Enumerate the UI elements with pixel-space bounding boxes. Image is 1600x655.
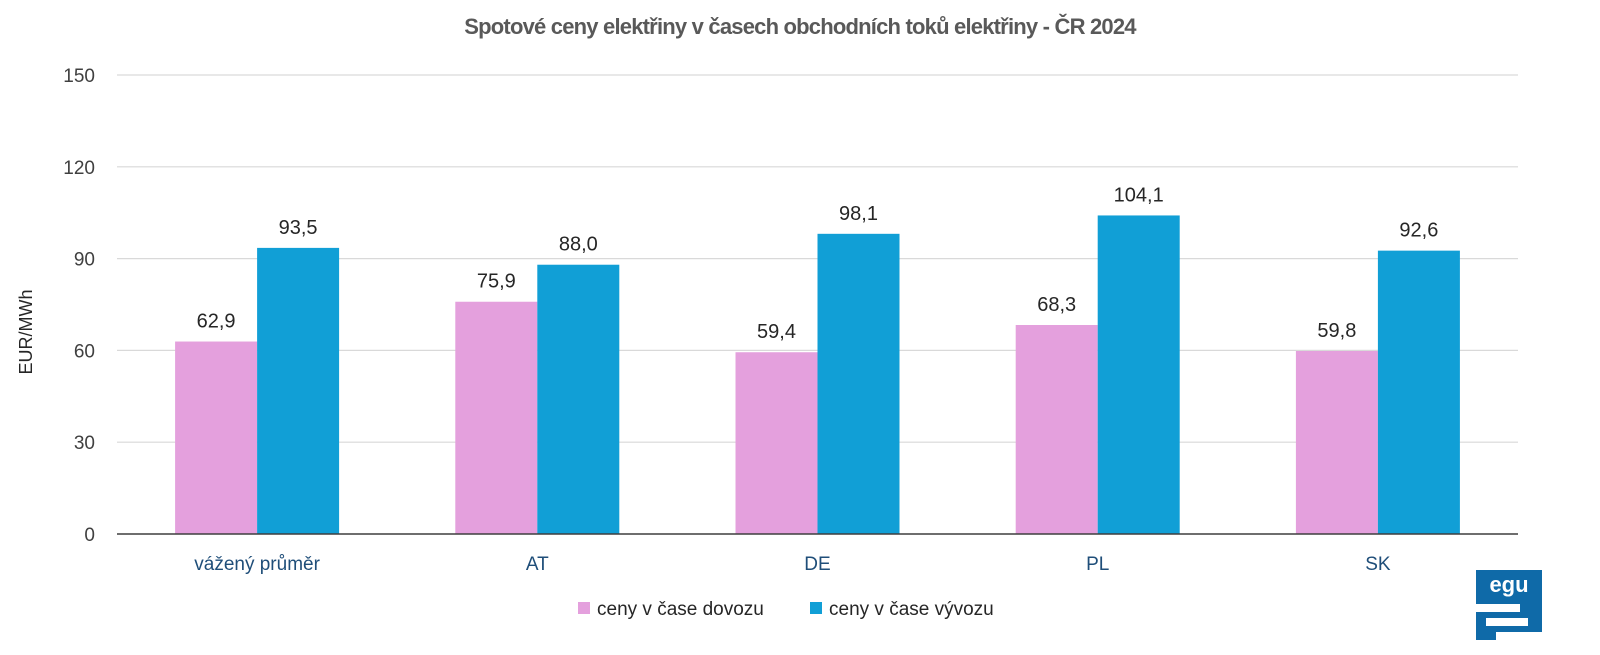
- bar-import: [175, 341, 258, 534]
- legend-swatch: [578, 602, 590, 614]
- data-label: 92,6: [1399, 220, 1438, 242]
- data-label: 75,9: [477, 271, 516, 293]
- legend-label: ceny v čase dovozu: [597, 599, 764, 620]
- data-label: 98,1: [839, 203, 878, 225]
- logo-stripes: [1476, 604, 1542, 640]
- bar-import: [1015, 325, 1098, 534]
- bar-export: [1377, 250, 1460, 535]
- y-tick-label: 30: [74, 433, 95, 454]
- y-tick-label: 60: [74, 341, 95, 362]
- bar-export: [817, 233, 900, 534]
- egu-logo: egu: [1476, 570, 1542, 640]
- x-axis: vážený průměr AT DE PL SK: [117, 533, 1518, 575]
- bar-import: [455, 301, 538, 534]
- x-tick-label: AT: [526, 554, 549, 575]
- data-labels: 62,9 93,5 75,9 88,0 59,4 98,1 68,3 104,1 59,8 92,…: [197, 184, 1439, 343]
- legend: ceny v čase dovozu ceny v čase vývozu: [578, 599, 994, 620]
- data-label: 88,0: [559, 234, 598, 256]
- y-axis-label: EUR/MWh: [16, 290, 36, 375]
- chart-title: Spotové ceny elektřiny v časech obchodní…: [464, 14, 1136, 39]
- x-tick-label: vážený průměr: [194, 554, 320, 575]
- bar-export: [537, 264, 620, 534]
- bar-import: [1295, 351, 1378, 534]
- logo-text: egu: [1489, 572, 1528, 597]
- data-label: 59,8: [1317, 320, 1356, 342]
- x-tick-label: SK: [1365, 554, 1391, 575]
- bar-export: [257, 247, 340, 534]
- data-label: 62,9: [197, 311, 236, 333]
- y-tick-label: 0: [84, 525, 95, 546]
- y-tick-label: 120: [63, 158, 95, 179]
- bar-import: [735, 352, 818, 534]
- legend-swatch: [810, 602, 822, 614]
- bars: [175, 215, 1460, 535]
- data-label: 104,1: [1114, 184, 1164, 206]
- x-tick-label: DE: [804, 554, 830, 575]
- data-label: 68,3: [1037, 294, 1076, 316]
- legend-label: ceny v čase vývozu: [829, 599, 994, 620]
- y-tick-label: 90: [74, 250, 95, 271]
- y-axis: 0 30 60 90 120 150: [63, 66, 95, 546]
- bar-export: [1097, 215, 1180, 535]
- x-tick-label: PL: [1086, 554, 1109, 575]
- data-label: 59,4: [757, 321, 796, 343]
- data-label: 93,5: [279, 217, 318, 239]
- y-tick-label: 150: [63, 66, 95, 87]
